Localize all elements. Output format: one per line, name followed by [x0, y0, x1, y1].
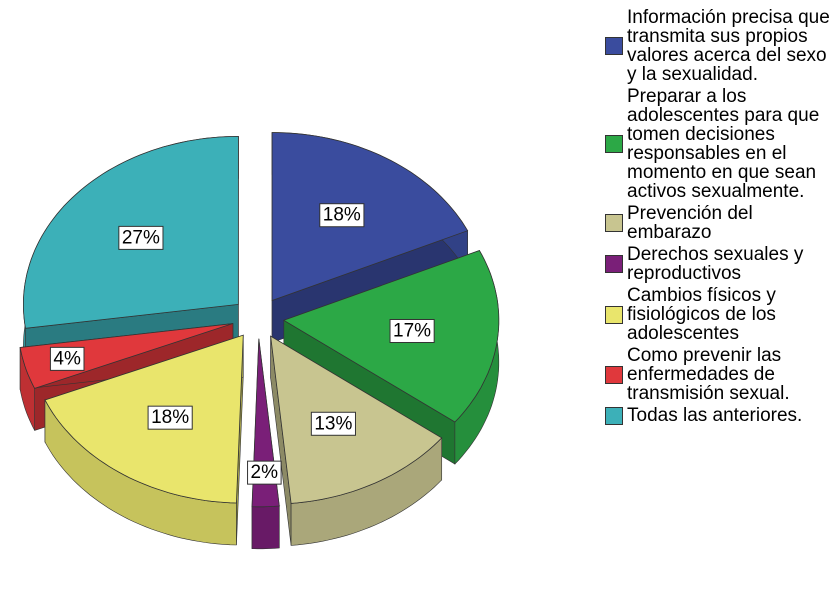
legend-item: Cambios físicos y fisiológicos de los ad… — [605, 286, 837, 343]
legend-swatch — [605, 214, 623, 232]
legend-label: Información precisa que transmita sus pr… — [627, 7, 830, 85]
pie-chart: 18% 17% 13% 2% 18% 4% 27% — [19, 132, 500, 550]
slice-top — [19, 323, 234, 389]
data-label-box — [319, 203, 365, 228]
data-label: 27% — [122, 227, 160, 248]
legend-swatch — [605, 255, 623, 273]
legend-item: Información precisa que transmita sus pr… — [605, 8, 837, 84]
data-label-box — [118, 225, 164, 250]
legend-swatch — [605, 305, 623, 324]
legend-item: Prevención del embarazo — [605, 204, 837, 242]
legend-swatch — [605, 365, 623, 384]
legend-label: Cambios físicos y fisiológicos de los ad… — [627, 285, 776, 344]
data-label-box — [389, 318, 435, 343]
legend-label: Prevención del embarazo — [627, 203, 753, 243]
legend-label: Derechos sexuales y reproductivos — [627, 244, 804, 284]
legend-item: Todas las anteriores. — [605, 406, 837, 425]
data-label-box — [310, 411, 356, 436]
legend-item: Derechos sexuales y reproductivos — [605, 245, 837, 283]
slice — [270, 335, 443, 546]
legend-swatch — [605, 37, 623, 55]
data-label: 17% — [393, 320, 431, 341]
data-label-box — [147, 405, 193, 430]
slice — [44, 334, 244, 546]
data-label: 18% — [323, 205, 361, 226]
slice-top — [270, 335, 443, 504]
slice-wall — [251, 505, 281, 550]
legend-item: Como prevenir las enfermedades de transm… — [605, 346, 837, 403]
data-label: 18% — [151, 407, 189, 428]
data-label-box — [247, 460, 282, 485]
legend-label: Como prevenir las enfermedades de transm… — [627, 345, 790, 404]
data-label: 4% — [53, 348, 81, 369]
data-label: 13% — [314, 413, 352, 434]
legend-label: Todas las anteriores. — [627, 405, 803, 426]
legend-label: Preparar a los adolescentes para que tom… — [627, 86, 820, 202]
slice-top — [44, 334, 244, 504]
legend-item: Preparar a los adolescentes para que tom… — [605, 87, 837, 201]
legend: Información precisa que transmita sus pr… — [605, 8, 837, 428]
legend-swatch — [605, 406, 623, 425]
slice-top — [271, 132, 469, 302]
data-label: 2% — [251, 462, 279, 483]
data-label-box — [49, 346, 85, 371]
legend-swatch — [605, 135, 623, 153]
